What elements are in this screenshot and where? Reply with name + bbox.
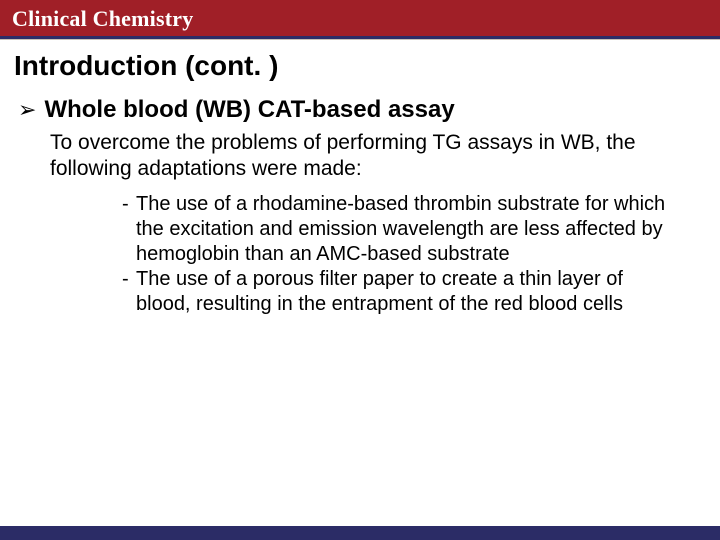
slide: Clinical Chemistry Introduction (cont. )…: [0, 0, 720, 540]
content-area: Introduction (cont. ) ➢ Whole blood (WB)…: [0, 40, 720, 540]
bullet-level1: ➢ Whole blood (WB) CAT-based assay: [18, 96, 706, 124]
header-band: Clinical Chemistry: [0, 0, 720, 36]
slide-title: Introduction (cont. ): [14, 50, 706, 82]
bullet-text: Whole blood (WB) CAT-based assay: [44, 96, 454, 124]
sub-bullet: - The use of a porous filter paper to cr…: [122, 267, 676, 317]
dash-icon: -: [122, 192, 136, 217]
dash-icon: -: [122, 267, 136, 292]
arrow-right-icon: ➢: [18, 96, 36, 124]
footer-band: [0, 526, 720, 540]
sub-bullet-text: The use of a porous filter paper to crea…: [136, 267, 676, 317]
intro-paragraph: To overcome the problems of performing T…: [50, 130, 700, 182]
sub-bullet-text: The use of a rhodamine-based thrombin su…: [136, 192, 676, 267]
journal-title: Clinical Chemistry: [12, 6, 708, 32]
sub-bullet: - The use of a rhodamine-based thrombin …: [122, 192, 676, 267]
